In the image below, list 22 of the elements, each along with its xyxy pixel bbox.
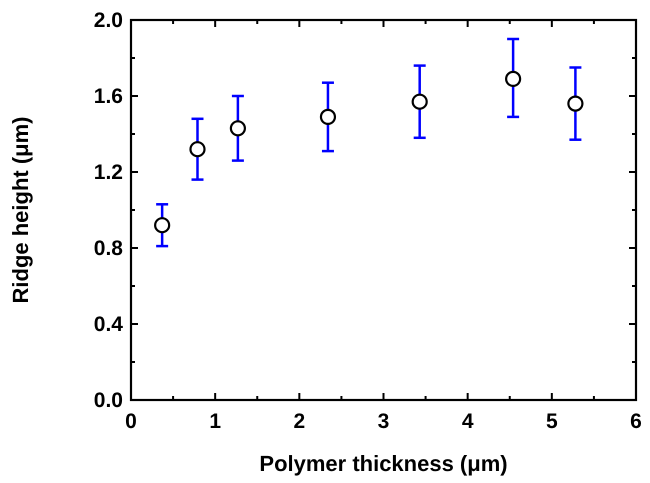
x-tick-label: 2 xyxy=(293,410,306,433)
y-tick-label: 0.4 xyxy=(94,313,124,336)
y-tick-label: 1.6 xyxy=(94,85,123,108)
point xyxy=(230,120,246,136)
x-tick-label: 5 xyxy=(546,410,558,433)
x-tick-label: 6 xyxy=(630,410,642,433)
y-tick-label: 2.0 xyxy=(94,9,123,32)
point xyxy=(189,141,206,158)
y-axis-title: Ridge height (μm) xyxy=(8,116,33,304)
x-tick-label: 1 xyxy=(209,410,222,433)
x-tick-label: 3 xyxy=(378,410,390,433)
y-tick-label: 0.0 xyxy=(94,389,123,412)
x-axis-title: Polymer thickness (μm) xyxy=(259,451,508,476)
point xyxy=(320,108,336,125)
point xyxy=(505,70,522,87)
x-tick-label: 4 xyxy=(462,410,474,433)
point xyxy=(412,94,428,110)
point xyxy=(567,96,584,112)
point xyxy=(154,217,170,234)
y-tick-label: 1.2 xyxy=(94,161,123,184)
x-tick-label: 0 xyxy=(125,410,137,433)
y-tick-label: 0.8 xyxy=(94,237,124,260)
